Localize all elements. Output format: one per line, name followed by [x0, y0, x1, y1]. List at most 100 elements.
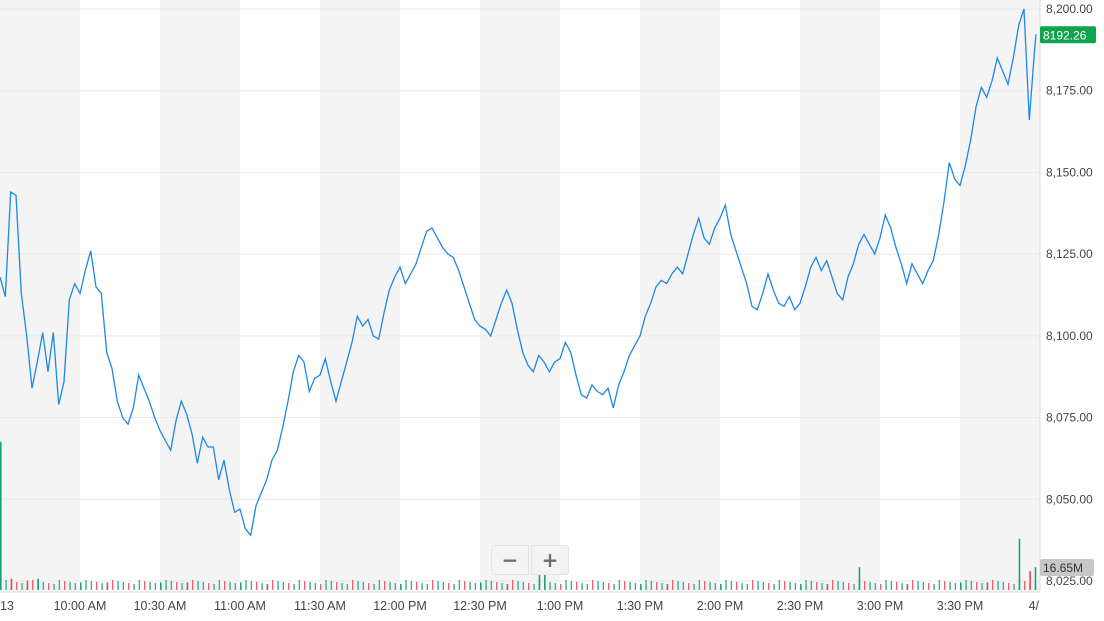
volume-bar [298, 580, 301, 590]
volume-bar [949, 582, 951, 590]
volume-bar [304, 581, 306, 590]
volume-bar [954, 583, 957, 590]
volume-bar [346, 584, 349, 590]
volume-bar [218, 580, 221, 590]
volume-bar [325, 580, 327, 590]
volume-bar [736, 582, 738, 590]
volume-bar [741, 583, 743, 590]
volume-bar [266, 584, 269, 590]
volume-bar [912, 580, 914, 590]
volume-bar [400, 584, 402, 590]
x-tick-label: 2:00 PM [697, 599, 744, 613]
time-band [960, 0, 1040, 592]
volume-bar [789, 582, 791, 590]
volume-bar [874, 583, 877, 590]
volume-bar [965, 580, 967, 590]
volume-bar [448, 583, 450, 590]
volume-bar [858, 567, 861, 590]
volume-bar [986, 582, 989, 590]
x-tick-label: 4/ [1029, 599, 1040, 613]
volume-bar [277, 581, 279, 590]
volume-bar [69, 582, 71, 590]
volume-bar [554, 583, 557, 590]
volume-bar [992, 580, 994, 590]
volume-tag: 16.65M [1040, 559, 1094, 576]
volume-bar [602, 582, 605, 590]
volume-bar [650, 581, 653, 590]
volume-bar [640, 584, 642, 590]
volume-bar [154, 583, 157, 590]
volume-bar [682, 582, 685, 590]
volume-bar [869, 582, 871, 590]
volume-bar [330, 581, 333, 590]
volume-bar [53, 584, 55, 590]
volume-bar [629, 582, 631, 590]
volume-bar [282, 582, 285, 590]
volume-bar [496, 582, 498, 590]
y-tick-label: 8,150.00 [1046, 165, 1093, 179]
volume-bar [293, 584, 295, 590]
time-band [160, 0, 240, 592]
volume-bar [826, 584, 829, 590]
volume-bar [256, 582, 258, 590]
volume-bar [138, 580, 141, 590]
volume-bar [32, 580, 34, 590]
volume-bar [576, 582, 578, 590]
volume-bar [320, 584, 322, 590]
volume-bar [106, 582, 109, 590]
volume-bar [618, 580, 621, 590]
volume-bar [661, 583, 663, 590]
zoom-in-button[interactable]: + [531, 545, 569, 575]
x-tick-label: 3:30 PM [937, 599, 984, 613]
last-price-label: 8192.26 [1043, 28, 1087, 42]
minus-icon: − [501, 548, 519, 572]
volume-bar [560, 584, 562, 590]
volume-bar [378, 580, 381, 590]
volume-bar [672, 580, 674, 590]
volume-bar [80, 582, 82, 590]
volume-bar [453, 584, 455, 590]
x-tick-label: 10:30 AM [134, 599, 187, 613]
y-tick-label: 8,100.00 [1046, 329, 1093, 343]
zoom-out-button[interactable]: − [491, 545, 529, 575]
volume-bar [208, 583, 210, 590]
volume-bar [746, 584, 749, 590]
y-tick-label: 8,075.00 [1046, 411, 1093, 425]
volume-bar [581, 583, 583, 590]
volume-bar [725, 580, 727, 590]
volume-bar [848, 583, 850, 590]
y-tick-label: 8,125.00 [1046, 247, 1093, 261]
volume-bar [458, 580, 461, 590]
volume-bar [613, 584, 615, 590]
volume-bar [944, 581, 946, 590]
volume-bar [864, 581, 866, 590]
plus-icon: + [541, 548, 559, 572]
volume-bar [288, 583, 290, 590]
volume-bar [192, 580, 194, 590]
volume-bar [698, 580, 701, 590]
volume-bar [117, 581, 119, 590]
volume-bar [853, 584, 855, 590]
volume-bar [784, 581, 786, 590]
volume-bar [522, 582, 525, 590]
volume-bar [432, 580, 434, 590]
volume-bar [688, 583, 690, 590]
x-tick-label: 13 [0, 599, 14, 613]
last-price-tag: 8192.26 [1040, 26, 1096, 44]
volume-bar [16, 582, 18, 590]
volume-bar [752, 580, 754, 590]
volume-bar [74, 583, 77, 590]
volume-bar [1029, 571, 1031, 590]
volume-bar [480, 582, 482, 590]
volume-bar [517, 581, 519, 590]
volume-bar [21, 583, 23, 590]
volume-bar [37, 578, 39, 590]
time-band [320, 0, 400, 592]
volume-bar [437, 581, 439, 590]
volume-bar [565, 580, 567, 590]
volume-bar [885, 580, 887, 590]
volume-bar [970, 581, 973, 590]
volume-bar [832, 580, 834, 590]
